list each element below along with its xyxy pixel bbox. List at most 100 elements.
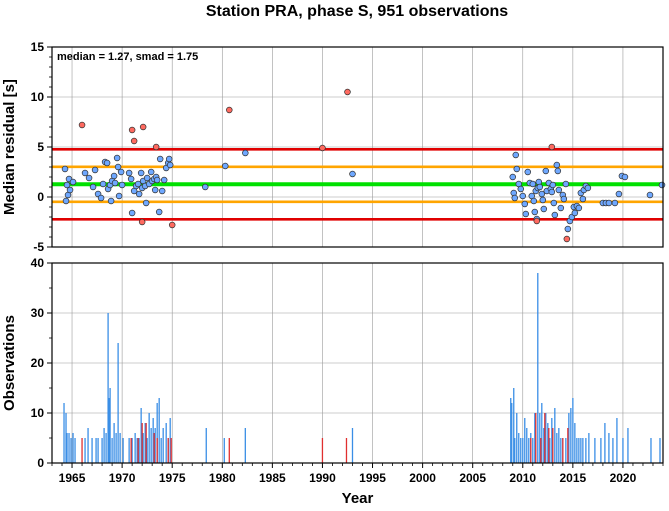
residual-point-s0-79	[536, 183, 544, 191]
residual-point-s0-12	[97, 194, 105, 202]
residual-point-s0-15	[103, 159, 111, 167]
residual-point-s0-81	[539, 196, 547, 204]
residual-point-s0-32	[134, 180, 142, 188]
residual-point-s1-4	[139, 123, 147, 131]
residual-point-s0-27	[125, 169, 133, 177]
residual-point-s0-8	[85, 174, 93, 182]
residual-point-s0-117	[646, 191, 654, 199]
observations-y-ticks: 0 10 20 30 40	[31, 256, 52, 470]
residual-point-s1-11	[548, 143, 556, 151]
residual-point-s0-1	[62, 197, 70, 205]
residual-point-s0-6	[69, 178, 77, 186]
year-tick-label-2000: 2000	[409, 471, 436, 485]
residual-point-s0-118	[658, 181, 666, 189]
residual-point-s0-46	[153, 176, 161, 184]
residual-point-s0-58	[349, 170, 356, 178]
residual-point-s0-89	[550, 199, 558, 207]
residual-point-s0-61	[511, 194, 519, 202]
residual-point-s0-59	[509, 173, 517, 181]
year-tick-label-1980: 1980	[209, 471, 236, 485]
residual-point-s0-62	[512, 151, 520, 159]
residual-point-s1-8	[319, 144, 326, 152]
year-tick-label-2010: 2010	[509, 471, 536, 485]
residual-point-s0-20	[110, 172, 118, 180]
residual-point-s0-33	[135, 190, 143, 198]
residual-point-s0-87	[548, 188, 556, 196]
residual-point-s0-7	[81, 169, 89, 177]
residual-point-s0-92	[554, 167, 562, 175]
residual-point-s0-73	[530, 197, 538, 205]
residual-point-s0-28	[127, 175, 135, 183]
residual-point-s0-24	[115, 192, 123, 200]
year-tick-label-1975: 1975	[159, 471, 186, 485]
year-x-label: Year	[342, 490, 374, 507]
residual-point-s0-50	[160, 176, 168, 184]
residual-point-s0-34	[137, 169, 145, 177]
residual-ytick-label-5: 5	[37, 140, 44, 154]
residual-point-s1-2	[130, 137, 138, 145]
year-tick-label-1965: 1965	[59, 471, 86, 485]
residual-point-s0-57	[242, 149, 249, 157]
residual-point-s0-88	[549, 181, 557, 189]
residual-point-s0-49	[158, 187, 166, 195]
residual-point-s0-91	[553, 161, 561, 169]
residual-point-s0-65	[517, 185, 525, 193]
residual-point-s0-67	[521, 200, 529, 208]
residual-point-s1-5	[152, 143, 160, 151]
residual-point-s1-3	[138, 218, 146, 226]
residual-point-s0-53	[165, 155, 173, 163]
obs-ytick-label-10: 10	[31, 406, 45, 420]
residual-point-s0-13	[99, 180, 107, 188]
residual-point-s0-66	[519, 192, 527, 200]
residual-point-s0-18	[107, 197, 115, 205]
residual-point-s0-10	[91, 166, 99, 174]
residual-point-s0-96	[560, 195, 568, 203]
residual-point-s0-112	[605, 199, 613, 207]
residual-point-s1-1	[128, 126, 136, 134]
observations-y-label: Observations	[1, 315, 18, 411]
residual-point-s0-5	[66, 186, 74, 194]
obs-ytick-label-0: 0	[37, 456, 44, 470]
residual-point-s0-94	[557, 204, 565, 212]
residual-point-s0-56	[222, 162, 229, 170]
residual-point-s0-90	[551, 211, 559, 219]
observation-bars	[63, 273, 661, 463]
median-annotation: median = 1.27, smad = 1.75	[57, 51, 198, 63]
residual-point-s0-97	[562, 180, 570, 188]
residual-point-s0-2	[63, 181, 71, 189]
residual-point-s0-82	[540, 205, 548, 213]
year-x-ticks: 1965 1970 1975 1980 1985 1990 1995 2000 2005 2010…	[51, 463, 664, 485]
residual-point-s0-54	[166, 161, 174, 169]
observations-panel: 0 10 20 30 40 1965 1970 1975 1980 1985 1990 1995 20…	[1, 256, 664, 507]
residual-point-s0-39	[143, 174, 151, 182]
residual-point-s0-113	[611, 199, 619, 207]
residual-point-s0-41	[147, 168, 155, 176]
residual-point-s1-7	[226, 106, 233, 114]
residual-ytick-label-15: 15	[31, 40, 45, 54]
residual-point-s0-48	[156, 155, 164, 163]
residual-point-s0-114	[615, 190, 623, 198]
residual-point-s0-26	[118, 181, 126, 189]
residual-point-s0-55	[202, 183, 209, 191]
year-tick-label-2020: 2020	[610, 471, 637, 485]
residual-point-s0-44	[151, 186, 159, 194]
residual-point-s1-6	[168, 221, 176, 229]
residual-point-s0-47	[155, 208, 163, 216]
year-tick-label-1970: 1970	[109, 471, 136, 485]
residual-point-s0-38	[142, 199, 150, 207]
residual-point-s0-0	[61, 165, 69, 173]
residual-point-s0-102	[571, 209, 579, 217]
residual-point-s0-83	[542, 167, 550, 175]
residual-point-s0-29	[128, 209, 136, 217]
residual-point-s1-12	[563, 235, 571, 243]
year-tick-label-2005: 2005	[459, 471, 486, 485]
residual-y-label: Median residual [s]	[1, 79, 18, 215]
residual-point-s0-109	[584, 184, 592, 192]
year-tick-label-2015: 2015	[560, 471, 587, 485]
residual-point-s0-74	[531, 208, 539, 216]
residual-point-s0-9	[89, 183, 97, 191]
residual-point-s0-116	[621, 173, 629, 181]
residual-points	[61, 88, 666, 243]
residual-point-s0-69	[524, 168, 532, 176]
year-tick-label-1985: 1985	[259, 471, 286, 485]
